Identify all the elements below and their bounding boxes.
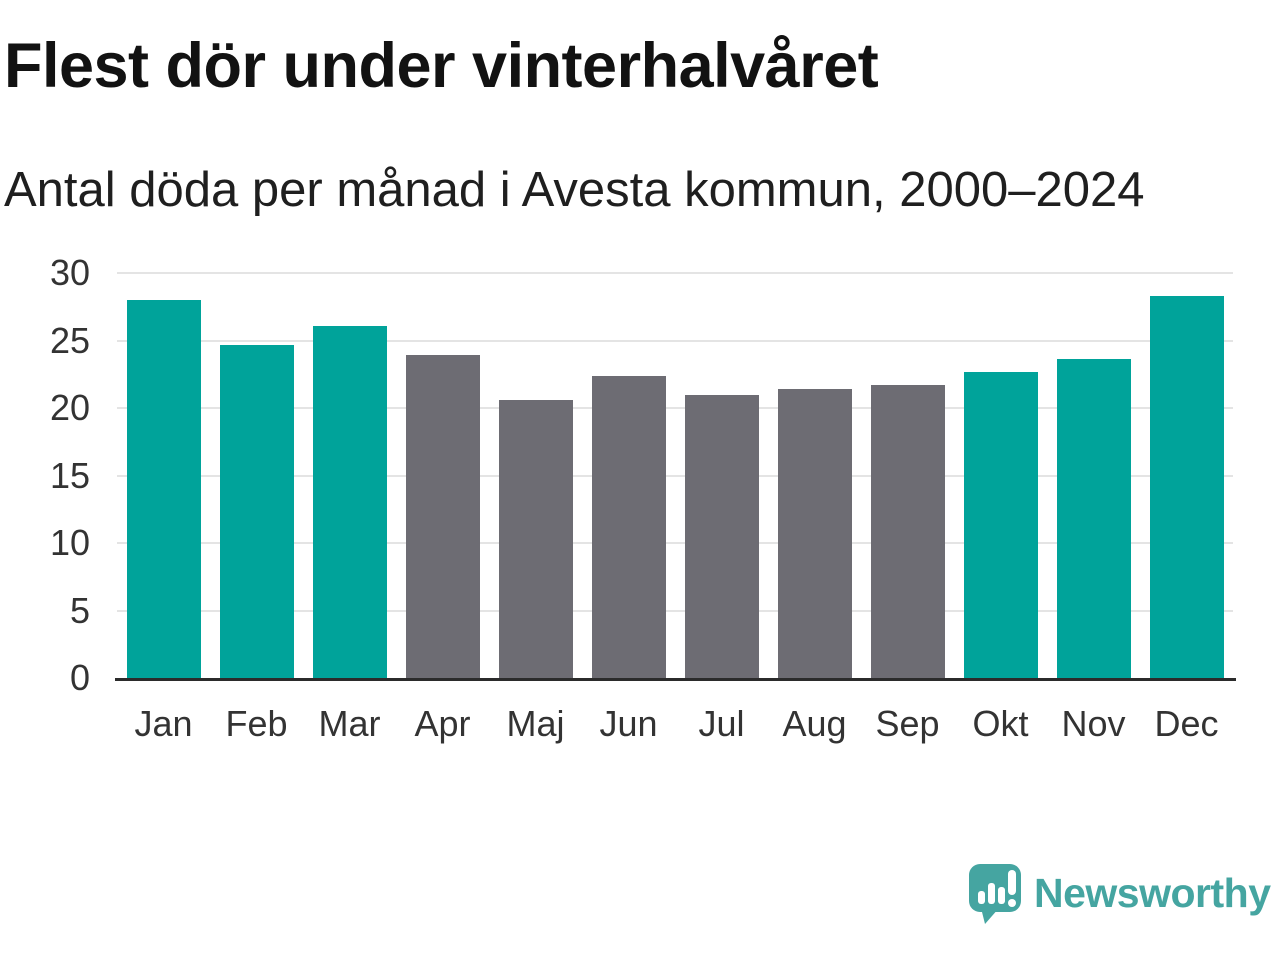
x-tick-label: Okt bbox=[972, 703, 1029, 744]
y-tick-label: 15 bbox=[49, 454, 90, 496]
y-tick-label: 0 bbox=[69, 657, 90, 698]
gridline bbox=[117, 272, 1233, 274]
x-tick-label: Apr bbox=[414, 703, 471, 744]
x-tick-label: Mar bbox=[318, 703, 381, 744]
bar-apr bbox=[405, 355, 480, 678]
x-tick-label: Dec bbox=[1154, 703, 1219, 744]
bar-jul bbox=[684, 394, 759, 678]
bar-jan bbox=[126, 300, 201, 678]
x-tick-label: Maj bbox=[506, 703, 565, 744]
y-tick-label: 5 bbox=[69, 589, 90, 631]
bar-aug bbox=[777, 389, 852, 678]
x-tick-label: Aug bbox=[782, 703, 847, 744]
bar-dec bbox=[1149, 295, 1224, 678]
bar-jun bbox=[591, 375, 666, 678]
newsworthy-logo-text: Newsworthy bbox=[1034, 869, 1271, 916]
x-tick-label: Jul bbox=[698, 703, 745, 744]
x-tick-label: Jun bbox=[599, 703, 658, 744]
x-tick-label: Nov bbox=[1061, 703, 1126, 744]
bar-sep bbox=[870, 385, 945, 678]
chart-title: Flest dör under vinterhalvåret bbox=[4, 31, 879, 101]
chart-subtitle: Antal döda per månad i Avesta kommun, 20… bbox=[4, 163, 1145, 217]
y-tick-label: 30 bbox=[49, 252, 90, 293]
gridline bbox=[117, 609, 1233, 612]
gridline bbox=[117, 474, 1233, 477]
bar-maj bbox=[498, 399, 573, 678]
gridline bbox=[117, 542, 1233, 544]
bar-feb bbox=[219, 344, 294, 678]
newsworthy-logo: Newsworthy bbox=[966, 861, 1271, 925]
y-tick-label: 10 bbox=[49, 522, 90, 563]
bar-mar bbox=[312, 325, 387, 678]
x-tick-label: Feb bbox=[225, 703, 288, 744]
x-axis-line bbox=[115, 678, 1236, 681]
bar-okt bbox=[963, 371, 1038, 678]
gridline bbox=[117, 407, 1233, 409]
y-tick-label: 25 bbox=[49, 319, 90, 361]
x-tick-label: Jan bbox=[134, 703, 193, 744]
x-tick-label: Sep bbox=[875, 703, 940, 744]
bar-nov bbox=[1056, 359, 1131, 678]
newsworthy-speech-bubble-chart-icon bbox=[969, 863, 1021, 924]
gridline bbox=[117, 339, 1233, 342]
y-tick-label: 20 bbox=[49, 387, 90, 428]
